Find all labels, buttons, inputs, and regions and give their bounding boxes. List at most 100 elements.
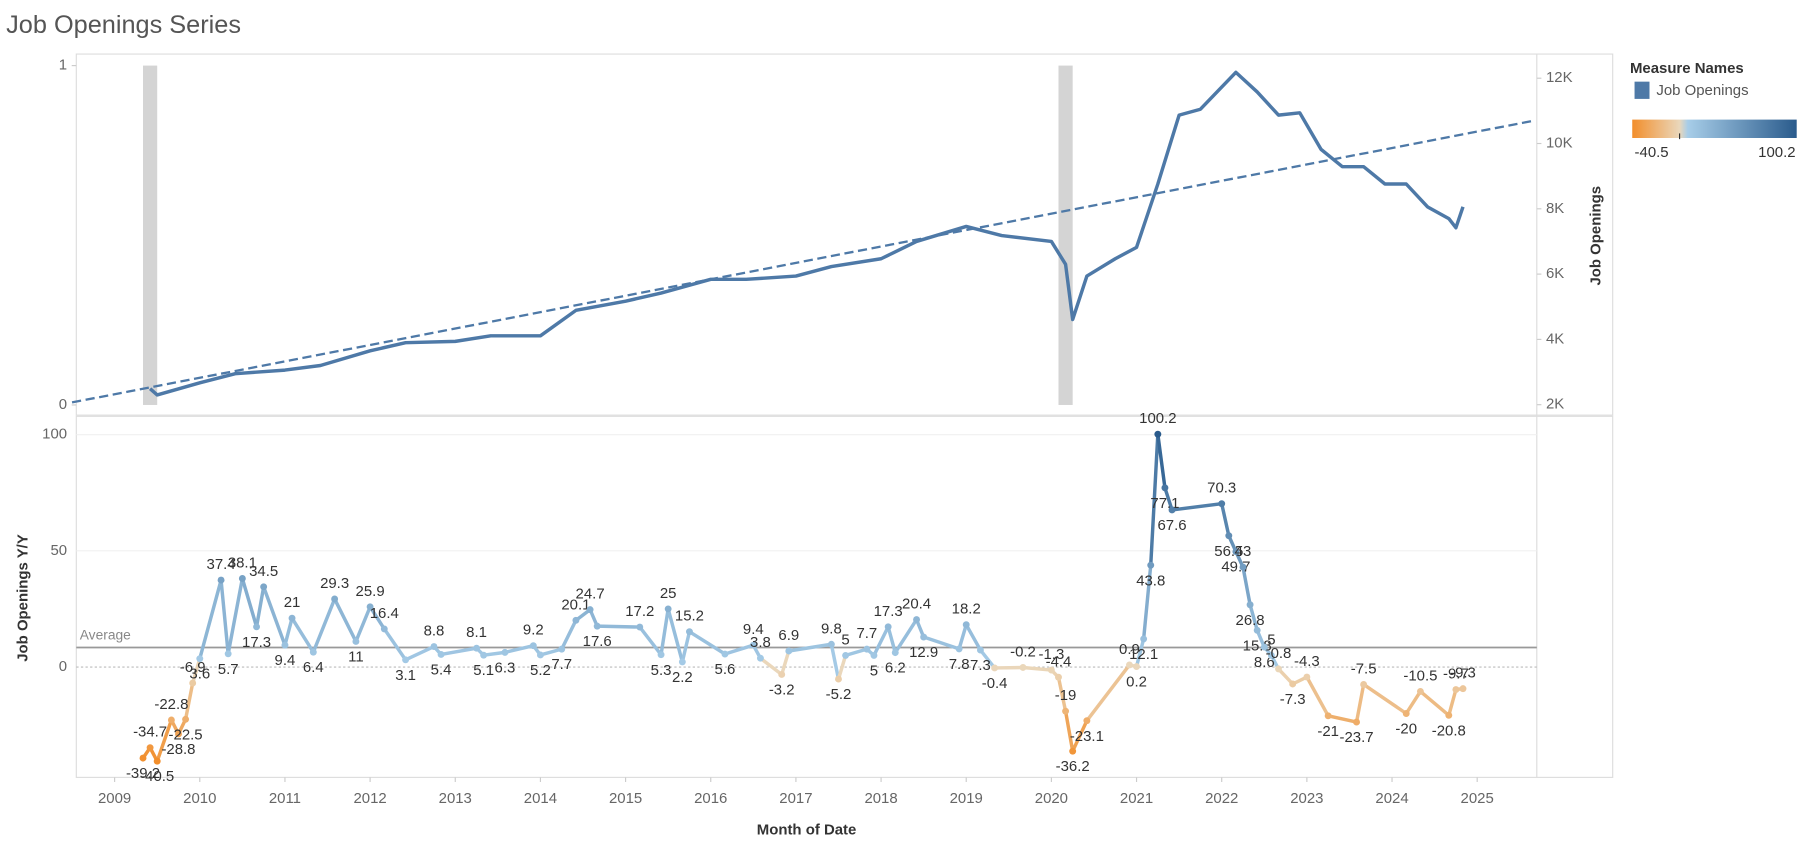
point [657, 651, 665, 659]
data-label: 8.8 [424, 623, 445, 640]
line-segment [666, 607, 685, 664]
line-segment [1170, 501, 1224, 512]
point [842, 651, 850, 659]
data-label: 21 [284, 594, 301, 611]
line-segment [254, 585, 266, 629]
data-label: 8.6 [1254, 654, 1275, 671]
data-label: 7.7 [856, 625, 877, 642]
point [1218, 500, 1226, 508]
line-segment [1141, 563, 1153, 641]
point [1133, 663, 1140, 671]
data-label: 20.4 [902, 596, 931, 613]
data-label: 29.3 [320, 575, 349, 592]
y-tick-label: 50 [50, 542, 67, 559]
point [196, 655, 204, 663]
data-label: -23.1 [1070, 728, 1104, 745]
data-label: -7.5 [1351, 660, 1377, 677]
line-segment [382, 627, 408, 662]
point [480, 651, 488, 659]
line-segment [559, 618, 578, 651]
line-segment [893, 617, 919, 655]
data-label: 8.1 [466, 624, 487, 641]
point [1047, 666, 1055, 674]
y2-tick-label: 8K [1546, 200, 1564, 217]
data-label: 25 [660, 585, 677, 602]
y-tick-label: 0 [59, 658, 67, 675]
point [260, 583, 268, 591]
line-segment [957, 623, 968, 651]
line-segment [1163, 486, 1174, 512]
data-label: 38.1 [228, 554, 257, 571]
data-label: 12.1 [1129, 646, 1158, 663]
line-segment [978, 648, 997, 670]
line-segment [687, 629, 727, 656]
point [189, 679, 197, 687]
point [1260, 643, 1268, 651]
point [1062, 707, 1070, 715]
data-label: 5 [841, 631, 849, 648]
data-label: -7.3 [1280, 691, 1306, 708]
point [884, 623, 892, 631]
data-label: 17.3 [242, 634, 271, 651]
point [891, 649, 899, 657]
x-tick-label: 2023 [1290, 790, 1323, 807]
line-segment [1447, 687, 1458, 718]
line-segment [836, 653, 848, 681]
data-label: 9.8 [821, 620, 842, 637]
point [1125, 661, 1133, 669]
y2-axis-title: Job Openings [1588, 186, 1605, 286]
point [686, 628, 693, 636]
data-label: -4.3 [1294, 653, 1320, 670]
data-label: -22.8 [154, 696, 188, 713]
data-label: 11 [348, 649, 364, 666]
legend-title: Measure Names [1630, 60, 1744, 77]
point [253, 623, 261, 631]
point [529, 642, 537, 650]
data-label: -9.3 [1450, 665, 1476, 682]
point [1019, 664, 1027, 671]
point [536, 651, 544, 659]
data-label: 43.8 [1136, 572, 1165, 589]
line-segment [439, 646, 479, 657]
x-tick-label: 2021 [1120, 790, 1153, 807]
line-segment [886, 625, 897, 655]
y2-tick-label: 10K [1546, 134, 1573, 151]
y-axis-title: Job Openings Y/Y [14, 534, 31, 662]
point [955, 645, 963, 653]
point [139, 754, 147, 762]
data-label: 17.6 [583, 633, 612, 650]
point [863, 645, 871, 653]
point [870, 651, 878, 659]
point [430, 643, 438, 651]
y2-tick-label: 4K [1546, 330, 1564, 347]
x-tick-label: 2013 [439, 790, 472, 807]
point [558, 645, 566, 653]
ramp-max-label: 100.2 [1758, 144, 1795, 161]
recession-band [143, 65, 158, 405]
point [437, 651, 445, 658]
line-segment [190, 656, 202, 685]
point [586, 606, 594, 614]
point [827, 640, 835, 648]
line-segment [1326, 714, 1359, 724]
line-segment [354, 605, 372, 644]
point [288, 614, 296, 622]
line-segment [198, 578, 223, 661]
data-label: 17.2 [625, 603, 654, 620]
y-tick-label: 1 [59, 57, 67, 74]
line-segment [1063, 709, 1075, 753]
x-tick-label: 2017 [779, 790, 812, 807]
line-segment [155, 718, 174, 763]
line-segment [1241, 565, 1252, 607]
data-label: -5.2 [826, 686, 852, 703]
point [402, 656, 410, 664]
data-label: -34.7 [133, 724, 167, 741]
line-segment [638, 625, 663, 657]
line-segment [1404, 689, 1423, 716]
line-segment [1085, 663, 1132, 723]
line-segment [332, 597, 358, 644]
legend-swatch [1634, 81, 1650, 99]
y-tick-label: 100 [42, 426, 67, 443]
data-label: 5 [870, 662, 878, 679]
